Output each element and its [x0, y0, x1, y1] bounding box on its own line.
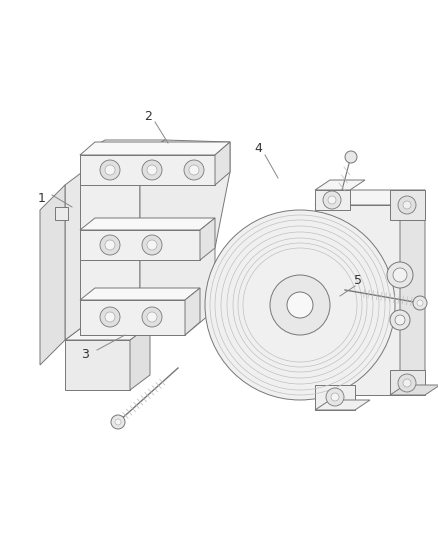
Text: 5: 5	[354, 273, 362, 287]
Circle shape	[390, 310, 410, 330]
Circle shape	[189, 165, 199, 175]
Polygon shape	[55, 207, 68, 220]
Text: 4: 4	[254, 141, 262, 155]
Circle shape	[142, 235, 162, 255]
Polygon shape	[390, 190, 425, 220]
Circle shape	[393, 268, 407, 282]
Circle shape	[105, 165, 115, 175]
Polygon shape	[80, 140, 165, 155]
Circle shape	[403, 201, 411, 209]
Circle shape	[142, 307, 162, 327]
Circle shape	[398, 196, 416, 214]
Circle shape	[395, 315, 405, 325]
Polygon shape	[140, 140, 165, 335]
Polygon shape	[80, 300, 185, 335]
Polygon shape	[185, 288, 200, 335]
Circle shape	[111, 415, 125, 429]
Polygon shape	[215, 142, 230, 185]
Polygon shape	[65, 340, 130, 390]
Circle shape	[326, 388, 344, 406]
Polygon shape	[65, 170, 85, 340]
Circle shape	[147, 165, 157, 175]
Text: 3: 3	[81, 349, 89, 361]
Circle shape	[270, 275, 330, 335]
Circle shape	[184, 160, 204, 180]
Circle shape	[403, 379, 411, 387]
Polygon shape	[80, 142, 230, 155]
Circle shape	[100, 307, 120, 327]
Circle shape	[100, 160, 120, 180]
Circle shape	[413, 296, 427, 310]
Polygon shape	[80, 155, 215, 185]
Polygon shape	[315, 385, 355, 410]
Circle shape	[398, 374, 416, 392]
Circle shape	[323, 191, 341, 209]
Circle shape	[147, 312, 157, 322]
Polygon shape	[65, 325, 150, 340]
Polygon shape	[80, 230, 200, 260]
Polygon shape	[315, 190, 350, 210]
Circle shape	[331, 393, 339, 401]
Circle shape	[205, 210, 395, 400]
Circle shape	[105, 312, 115, 322]
Polygon shape	[40, 185, 65, 365]
Polygon shape	[390, 370, 425, 395]
Polygon shape	[130, 325, 150, 390]
Polygon shape	[200, 218, 215, 260]
Circle shape	[328, 196, 336, 204]
Circle shape	[115, 419, 121, 425]
Text: 2: 2	[144, 110, 152, 124]
Polygon shape	[315, 190, 425, 205]
Polygon shape	[390, 385, 438, 395]
Text: 1: 1	[38, 191, 46, 205]
Circle shape	[147, 240, 157, 250]
Circle shape	[417, 300, 423, 306]
Circle shape	[387, 262, 413, 288]
Polygon shape	[400, 190, 425, 395]
Polygon shape	[315, 205, 400, 395]
Circle shape	[287, 292, 313, 318]
Circle shape	[105, 240, 115, 250]
Polygon shape	[315, 400, 370, 410]
Polygon shape	[140, 140, 230, 335]
Polygon shape	[80, 155, 140, 335]
Polygon shape	[80, 218, 215, 230]
Circle shape	[100, 235, 120, 255]
Circle shape	[345, 151, 357, 163]
Polygon shape	[315, 180, 365, 190]
Polygon shape	[80, 288, 200, 300]
Circle shape	[142, 160, 162, 180]
